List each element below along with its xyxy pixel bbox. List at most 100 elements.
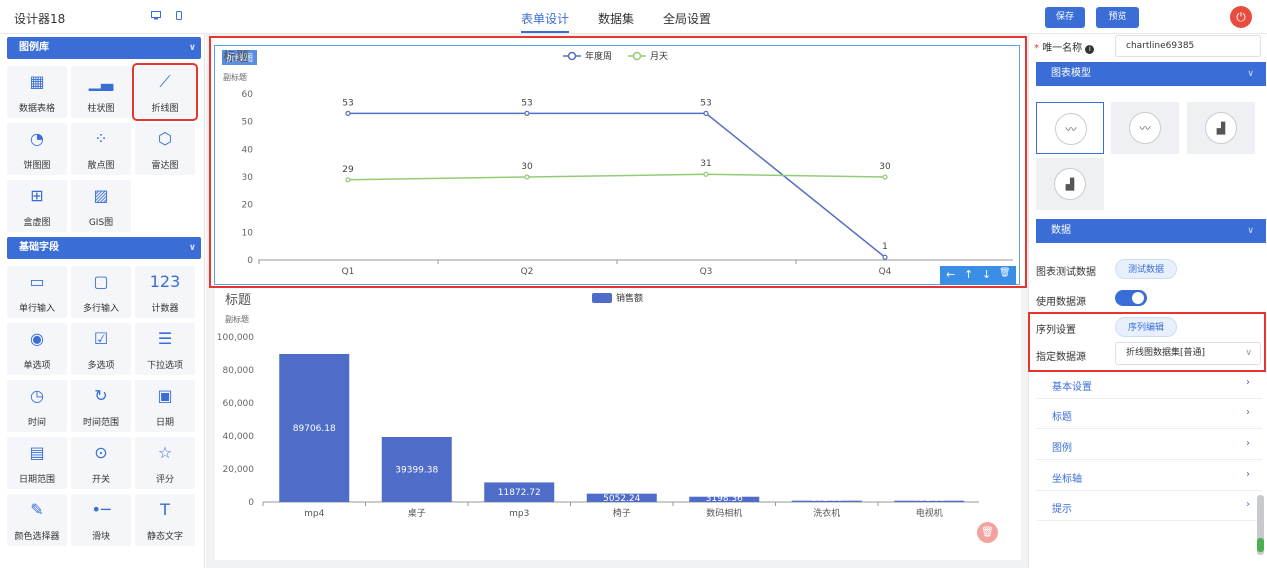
widget-field-14[interactable]: T 静态文字 — [135, 494, 195, 546]
widget-label: 计数器 — [151, 304, 179, 314]
data-source-select[interactable]: 折线图数据集[普通] ∨ — [1115, 342, 1261, 365]
acc-label: 标题 — [1052, 412, 1072, 423]
widget-field-12[interactable]: ✎ 颜色选择器 — [7, 494, 67, 546]
x-tick-label: Q4 — [879, 267, 892, 277]
widget-chart-7[interactable]: ▨ GIS图 — [71, 180, 131, 232]
legend-marker — [567, 51, 577, 61]
clock-icon: ◷ — [30, 386, 44, 405]
widget-chart-4[interactable]: ⁘ 散点图 — [71, 123, 131, 175]
data-point — [524, 110, 530, 116]
chart-subtitle: 副标题 — [223, 72, 247, 82]
model-option-2[interactable]: 〰 — [1111, 102, 1179, 154]
widget-chart-0[interactable]: ▦ 数据表格 — [7, 66, 67, 118]
acc-legend[interactable]: 图例 › — [1036, 430, 1262, 460]
series-edit-button[interactable]: 序列编辑 — [1115, 317, 1177, 337]
delete-chart-icon[interactable]: 🗑 — [977, 522, 998, 543]
widget-label: 下拉选项 — [146, 361, 183, 371]
test-data-button[interactable]: 测试数据 — [1115, 259, 1177, 279]
acc-title[interactable]: 标题 › — [1036, 399, 1262, 429]
bar-chart-icon: ▁▃ — [88, 72, 114, 91]
widget-field-0[interactable]: ▭ 单行输入 — [7, 266, 67, 318]
use-source-label: 使用数据源 — [1036, 297, 1086, 308]
widget-chart-5[interactable]: ⬡ 雷达图 — [135, 123, 195, 175]
widget-label: 滑块 — [91, 532, 110, 542]
bar-chart-card[interactable] — [215, 288, 1021, 560]
section-data[interactable]: 数据 ∨ — [1036, 219, 1266, 243]
widget-field-7[interactable]: ↻ 时间范围 — [71, 380, 131, 432]
data-label: 31 — [700, 159, 711, 169]
move-up-icon[interactable]: ↑ — [964, 268, 974, 281]
acc-tooltip[interactable]: 提示 › — [1036, 491, 1262, 521]
acc-label: 图例 — [1052, 443, 1072, 454]
legend-label: 年度周 — [585, 50, 612, 62]
x-tick-label: 数码相机 — [706, 507, 742, 519]
x-tick-label: mp3 — [509, 509, 529, 519]
widget-label: 饼图图 — [23, 161, 51, 171]
series-line — [347, 173, 886, 181]
widget-label: 盒虚图 — [23, 218, 51, 228]
input-icon: ▭ — [29, 272, 45, 291]
widget-field-5[interactable]: ☰ 下拉选项 — [135, 323, 195, 375]
y-tick-label: 20,000 — [223, 465, 255, 475]
mobile-icon[interactable] — [174, 11, 184, 20]
delete-icon[interactable]: 🗑 — [999, 268, 1011, 278]
section-basic-fields[interactable]: 基础字段 ∨ — [7, 237, 201, 259]
acc-label: 基本设置 — [1052, 382, 1092, 393]
acc-basic-settings[interactable]: 基本设置 › — [1036, 369, 1262, 399]
widget-field-11[interactable]: ☆ 评分 — [135, 437, 195, 489]
use-source-toggle[interactable] — [1115, 290, 1147, 306]
widget-field-13[interactable]: •─ 滑块 — [71, 494, 131, 546]
bar — [791, 500, 862, 502]
y-tick-label: 20 — [242, 201, 254, 211]
map-icon: ▨ — [93, 186, 109, 205]
tab-form-design[interactable]: 表单设计 — [521, 12, 570, 33]
desktop-icon[interactable] — [151, 11, 161, 20]
widget-chart-2[interactable]: ⟋ 折线图 — [132, 63, 198, 121]
bar — [279, 353, 350, 502]
section-chart-model[interactable]: 图表模型 ∨ — [1036, 62, 1266, 86]
acc-label: 提示 — [1052, 504, 1072, 515]
section-chart-library[interactable]: 图例库 ∨ — [7, 37, 201, 59]
model-option-1[interactable]: 〰 — [1036, 102, 1104, 154]
widget-label: 单行输入 — [18, 304, 55, 314]
acc-axis[interactable]: 坐标轴 › — [1036, 461, 1262, 491]
widget-field-3[interactable]: ◉ 单选项 — [7, 323, 67, 375]
scrollbar-thumb[interactable] — [1257, 538, 1264, 552]
tab-global-settings[interactable]: 全局设置 — [663, 12, 712, 26]
table-icon: ▦ — [29, 72, 45, 91]
save-button[interactable]: 保存 — [1045, 7, 1085, 28]
widget-field-8[interactable]: ▣ 日期 — [135, 380, 195, 432]
widget-label: 散点图 — [87, 161, 115, 171]
model-option-3[interactable]: ▟ — [1187, 102, 1255, 154]
data-label: 89706.18 — [293, 424, 336, 434]
y-tick-label: 80,000 — [223, 366, 255, 376]
widget-label: 时间范围 — [82, 418, 119, 428]
move-down-icon[interactable]: ↓ — [982, 268, 992, 281]
unique-name-input[interactable]: chartline69385 — [1115, 35, 1261, 57]
widget-field-9[interactable]: ▤ 日期范围 — [7, 437, 67, 489]
move-left-icon[interactable]: ← — [946, 268, 956, 281]
widget-chart-1[interactable]: ▁▃ 柱状图 — [71, 66, 131, 118]
textarea-icon: ▢ — [93, 272, 109, 291]
chevron-down-icon: ∨ — [1247, 226, 1254, 236]
widget-chart-6[interactable]: ⊞ 盒虚图 — [7, 180, 67, 232]
widget-label: 日期范围 — [18, 475, 55, 485]
tab-dataset[interactable]: 数据集 — [598, 12, 635, 26]
widget-field-1[interactable]: ▢ 多行输入 — [71, 266, 131, 318]
power-icon[interactable]: ⏻ — [1230, 6, 1252, 28]
wave-icon: 〰 — [1129, 112, 1161, 144]
scrollbar[interactable] — [1257, 495, 1264, 555]
widget-field-10[interactable]: ⊙ 开关 — [71, 437, 131, 489]
line-chart-card[interactable] — [209, 36, 1027, 288]
widget-field-4[interactable]: ☑ 多选项 — [71, 323, 131, 375]
model-option-4[interactable]: ▟ — [1036, 158, 1104, 210]
date-range-icon: ▤ — [29, 443, 45, 462]
widget-field-6[interactable]: ◷ 时间 — [7, 380, 67, 432]
preview-button[interactable]: 预览 — [1096, 7, 1139, 28]
data-label: 791.88 — [914, 494, 946, 504]
widget-field-2[interactable]: 123 计数器 — [135, 266, 195, 318]
chart-title: 标题 — [225, 293, 251, 308]
widget-chart-3[interactable]: ◔ 饼图图 — [7, 123, 67, 175]
data-point — [345, 177, 351, 183]
